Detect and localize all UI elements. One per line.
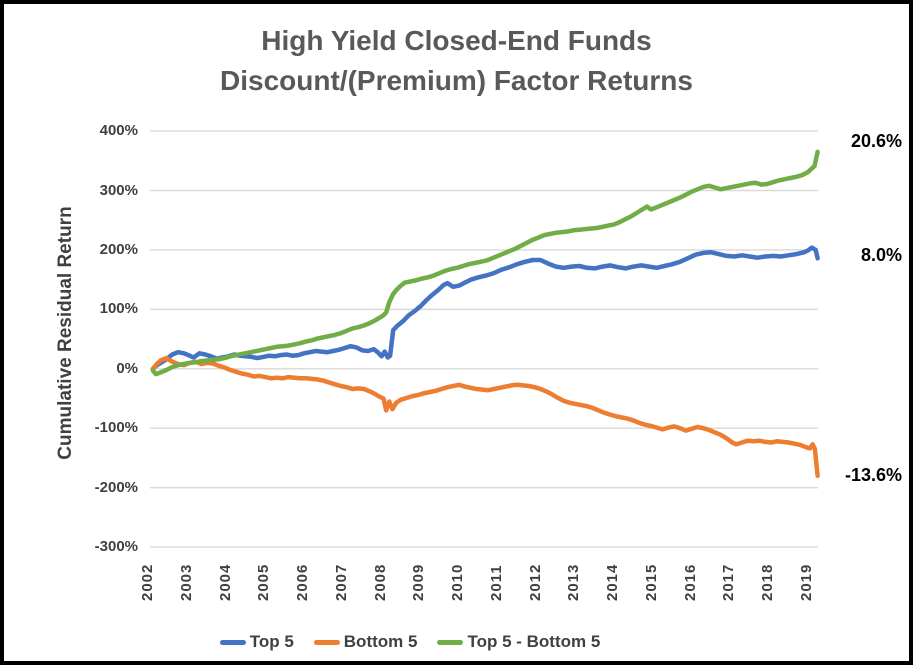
x-tick-label: 2017	[720, 563, 738, 601]
end-label-top-5-bottom-5: 20.6%	[850, 130, 902, 151]
y-tick-label: 200%	[99, 240, 138, 258]
x-tick-label: 2016	[681, 563, 699, 601]
x-tick-label: 2011	[487, 564, 505, 601]
x-tick-label: 2018	[759, 563, 777, 601]
y-tick-label: 100%	[99, 300, 138, 318]
legend-dash-icon	[313, 639, 340, 645]
y-tick-label: -200%	[94, 478, 138, 496]
series-line-top-5-bottom-5	[150, 149, 820, 377]
legend-dash-icon	[437, 639, 464, 645]
gridlines	[150, 130, 818, 548]
y-tick-label: -300%	[94, 538, 138, 556]
x-tick-label: 2006	[294, 563, 312, 601]
y-tick-label: 400%	[99, 122, 138, 140]
series-line-bottom-5	[150, 355, 820, 479]
legend-dash-icon	[219, 639, 246, 645]
chart-title: High Yield Closed-End Funds Discount/(Pr…	[0, 21, 913, 101]
x-tick-label: 2012	[526, 563, 544, 601]
end-label-bottom-5: -13.6%	[844, 464, 902, 485]
x-tick-label: 2003	[177, 563, 195, 601]
legend-item-top-5: Top 5	[219, 632, 294, 652]
chart-title-line1: High Yield Closed-End Funds	[261, 25, 652, 56]
y-tick-label: 300%	[99, 181, 138, 199]
x-tick-label: 2019	[797, 563, 815, 601]
x-tick-label: 2013	[565, 563, 583, 601]
x-tick-label: 2002	[139, 563, 156, 601]
series-lines	[150, 149, 820, 479]
legend-item-top-5-bottom-5: Top 5 - Bottom 5	[437, 632, 600, 652]
legend-label: Bottom 5	[343, 632, 418, 651]
x-tick-label: 2004	[216, 563, 234, 601]
x-tick-label: 2008	[371, 563, 389, 601]
x-tick-label: 2010	[449, 563, 467, 601]
y-tick-label: 0%	[116, 359, 138, 377]
x-tick-label: 2014	[604, 563, 622, 601]
legend-label: Top 5	[249, 632, 294, 651]
y-tick-label: -100%	[94, 419, 138, 437]
x-tick-label: 2015	[642, 563, 660, 601]
chart-title-line2: Discount/(Premium) Factor Returns	[220, 65, 693, 96]
x-tick-label: 2005	[255, 563, 273, 601]
legend-label: Top 5 - Bottom 5	[467, 632, 601, 651]
end-label-top-5: 8.0%	[860, 245, 902, 266]
x-tick-label: 2009	[410, 563, 428, 601]
legend-item-bottom-5: Bottom 5	[313, 632, 418, 652]
legend: Top 5 Bottom 5 Top 5 - Bottom 5	[95, 629, 725, 655]
x-tick-label: 2007	[332, 563, 350, 601]
series-line-top-5	[150, 245, 820, 372]
